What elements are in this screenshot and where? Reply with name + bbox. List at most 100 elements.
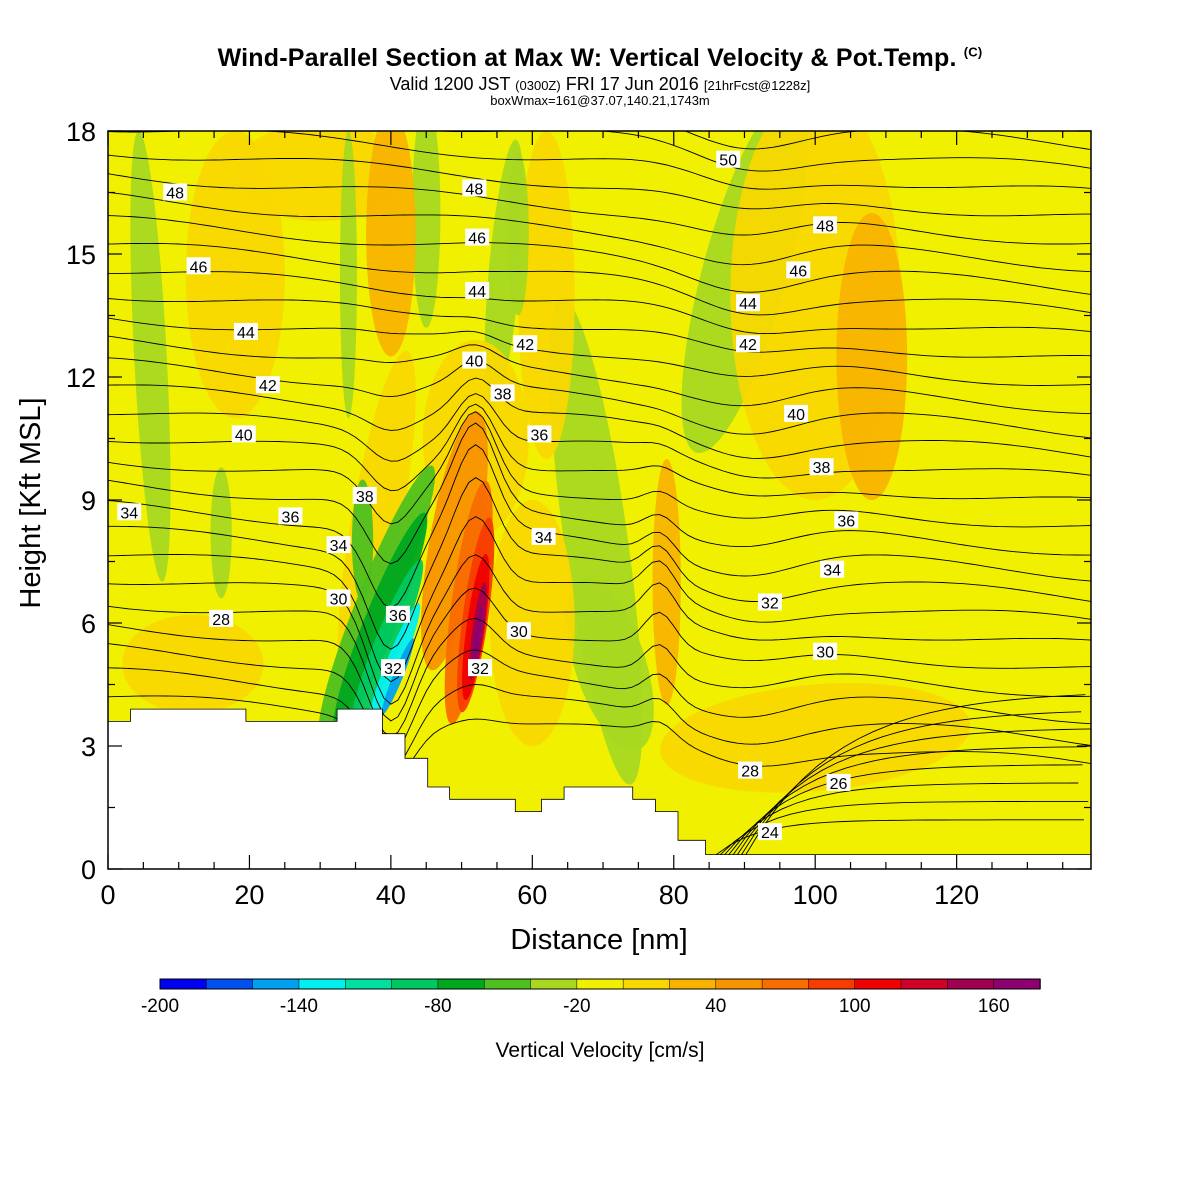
velocity-cell (652, 459, 681, 705)
theta-contour (108, 154, 1091, 217)
colorbar-swatch (761, 978, 810, 990)
contour-label: 30 (326, 589, 351, 608)
contour-label-text: 34 (330, 538, 348, 555)
subtitle-valid: Valid 1200 JST (389, 74, 511, 94)
contour-label-text: 38 (494, 386, 512, 403)
contour-label-bg (820, 560, 845, 578)
theta-contour (741, 711, 1082, 855)
contour-label-bg (465, 228, 490, 246)
colorbar-swatch (437, 978, 485, 990)
contour-label-bg (462, 179, 487, 197)
colorbar-tick-label: -20 (563, 996, 590, 1017)
contour-label-bg (163, 183, 188, 201)
contour-label: 28 (738, 761, 763, 781)
colorbar (159, 978, 1041, 990)
contour-label: 48 (813, 216, 838, 235)
velocity-cell (366, 131, 416, 357)
contour-label-bg (186, 257, 211, 275)
contour-label-bg (513, 335, 538, 353)
contour-label-bg (490, 384, 515, 402)
contour-label: 36 (278, 507, 303, 526)
contour-label-text: 46 (789, 263, 807, 280)
contour-label-bg (117, 503, 142, 521)
contour-label: 46 (786, 261, 811, 280)
y-tick-label: 18 (66, 117, 96, 147)
colorbar-swatch (530, 978, 578, 990)
contour-label: 30 (813, 642, 838, 662)
terrain-shape (107, 708, 1092, 870)
velocity-cell (122, 614, 264, 714)
theta-contour (427, 131, 1091, 172)
contour-label-bg (531, 527, 556, 545)
chart-subtitle-box: boxWmax=161@37.07,140.21,1743m (490, 93, 710, 108)
x-tick-label: 20 (234, 880, 264, 910)
theta-contour (745, 694, 1086, 855)
contour-label-bg (231, 425, 256, 443)
contour-label-bg (380, 659, 405, 677)
colorbar-swatch (298, 978, 347, 990)
velocity-cell (489, 500, 575, 746)
colorbar-swatch (993, 978, 1041, 990)
contour-label-bg (326, 589, 351, 607)
theta-contour (108, 695, 1091, 780)
contour-label-bg (326, 536, 351, 554)
theta-contour (108, 393, 1091, 479)
colorbar-label: Vertical Velocity [cm/s] (496, 1039, 705, 1062)
contour-label: 36 (527, 425, 552, 444)
y-tick-label: 9 (81, 486, 96, 516)
theta-contour (108, 0, 1091, 22)
contour-label-text: 36 (282, 509, 300, 526)
contour-label-text: 44 (468, 284, 486, 301)
colorbar-swatch (483, 978, 532, 990)
contour-label-text: 50 (719, 153, 737, 170)
contour-label-text: 48 (816, 218, 834, 235)
contour-label: 40 (231, 425, 256, 444)
subtitle-forecast: [21hrFcst@1228z] (703, 78, 811, 93)
contour-label-text: 38 (813, 460, 831, 477)
theta-contour (108, 554, 1091, 705)
contour-label-bg (813, 216, 838, 234)
theta-contour (108, 298, 1091, 358)
y-tick-label: 12 (66, 363, 96, 393)
colorbar-tick-label: -200 (141, 996, 179, 1017)
theta-contour (108, 444, 1091, 609)
contour-label-bg (506, 622, 531, 640)
y-tick-label: 6 (81, 609, 96, 639)
colorbar-swatch (900, 978, 949, 990)
contour-label: 38 (490, 384, 515, 403)
colorbar-tick-label: -140 (280, 996, 318, 1017)
contour-label: 36 (385, 605, 410, 625)
contour-label: 30 (506, 622, 531, 641)
terrain-mask (107, 708, 1092, 870)
contour-label: 32 (757, 593, 782, 613)
contour-label-text: 40 (465, 354, 483, 371)
velocity-cell (351, 559, 424, 728)
contour-label-bg (255, 376, 280, 394)
chart-title: Wind-Parallel Section at Max W: Vertical… (217, 44, 983, 72)
theta-contour (108, 643, 1091, 755)
theta-contour (108, 0, 1091, 1)
theta-contour (108, 411, 1091, 528)
contour-label: 48 (462, 179, 487, 198)
contour-label-bg (757, 593, 782, 611)
velocity-cell (518, 131, 575, 459)
contour-label-text: 46 (190, 259, 208, 276)
x-tick-label: 80 (659, 880, 689, 910)
contour-label-bg (736, 335, 761, 353)
contour-label-bg (233, 322, 258, 340)
contour-label-text: 28 (741, 764, 759, 781)
y-axis-label: Height [Kft MSL] (15, 397, 47, 608)
contour-label: 44 (465, 281, 490, 301)
contour-label-bg (757, 823, 782, 841)
theta-contour (108, 173, 1091, 245)
contour-label-text: 34 (120, 505, 138, 522)
theta-contour (108, 47, 1091, 127)
velocity-cell (836, 213, 908, 500)
theta-contour (108, 617, 1091, 738)
colorbar-swatch (576, 978, 624, 990)
subtitle-date: FRI 17 Jun 2016 (565, 74, 699, 94)
colorbar-swatch (206, 978, 254, 990)
contour-label-bg (209, 609, 234, 627)
x-axis-ticks: 0 20 40 60 80 100 120 (100, 131, 1064, 910)
velocity-cell (421, 411, 488, 671)
